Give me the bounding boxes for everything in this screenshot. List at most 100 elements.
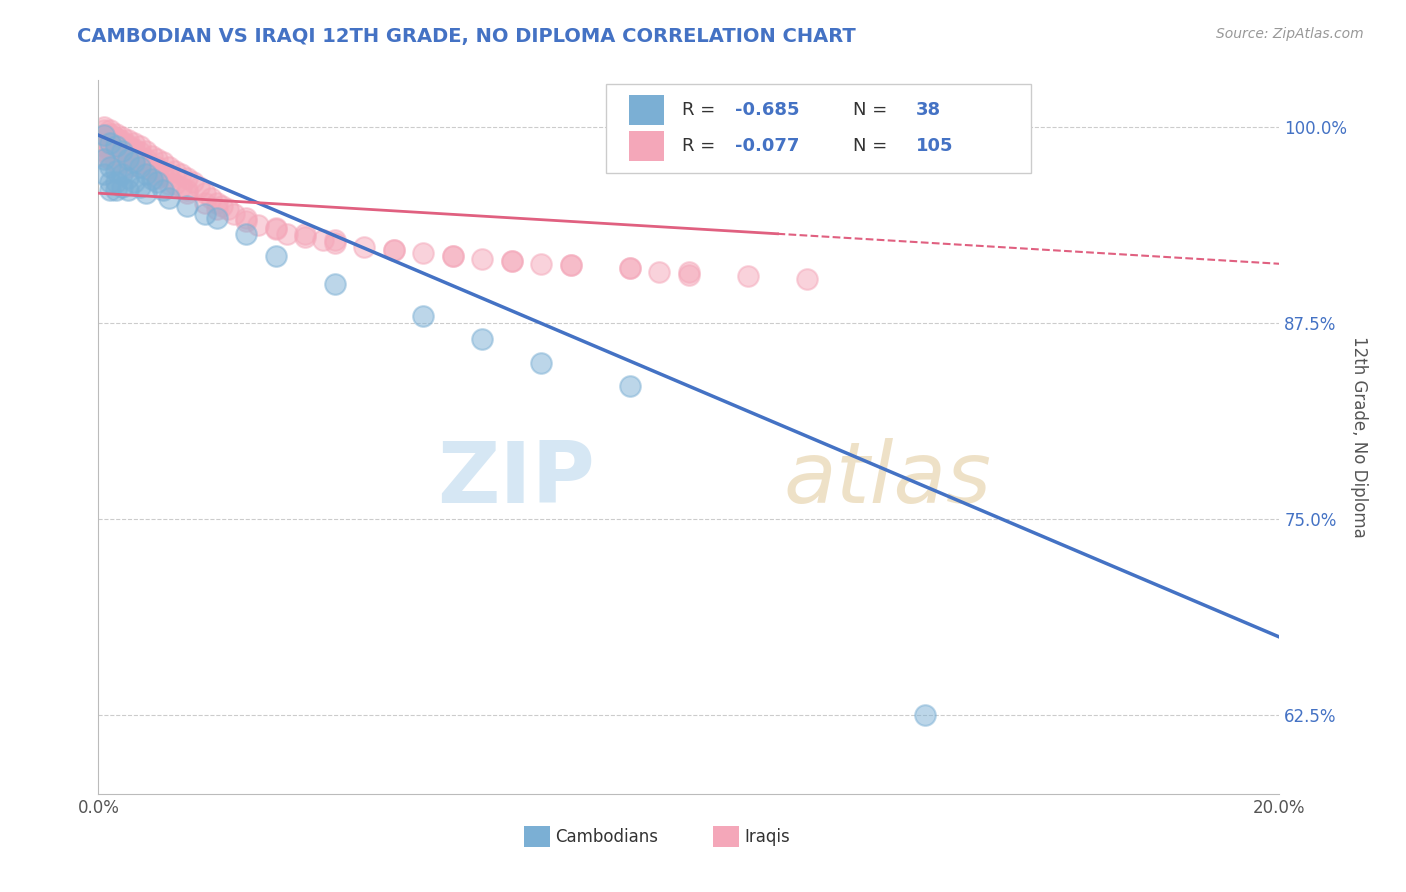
Point — [530, 355, 553, 369]
FancyBboxPatch shape — [606, 84, 1032, 173]
Point — [176, 170, 198, 185]
Point — [264, 222, 287, 236]
Text: 105: 105 — [915, 137, 953, 155]
Point — [146, 160, 169, 174]
Point — [146, 170, 169, 185]
Text: ZIP: ZIP — [437, 438, 595, 522]
Point — [141, 172, 163, 186]
Point — [560, 258, 582, 272]
Point — [382, 243, 405, 257]
Point — [619, 261, 641, 276]
Point — [152, 167, 174, 181]
Text: -0.077: -0.077 — [735, 137, 800, 155]
Point — [111, 144, 134, 158]
Point — [152, 183, 174, 197]
Point — [141, 148, 163, 162]
Point — [264, 249, 287, 263]
Point — [165, 177, 187, 191]
Point — [382, 243, 405, 257]
Point — [111, 154, 134, 169]
Point — [176, 183, 198, 197]
Point — [619, 379, 641, 393]
Text: -0.685: -0.685 — [735, 102, 800, 120]
Point — [235, 214, 257, 228]
Point — [146, 167, 169, 181]
Point — [294, 230, 316, 244]
Point — [117, 170, 139, 185]
Point — [323, 233, 346, 247]
Point — [141, 160, 163, 174]
Point — [105, 131, 128, 145]
Point — [412, 309, 434, 323]
Point — [117, 183, 139, 197]
Point — [441, 249, 464, 263]
Point — [128, 154, 150, 169]
Point — [194, 186, 217, 201]
Point — [264, 220, 287, 235]
Point — [122, 142, 145, 156]
Point — [122, 148, 145, 162]
Text: R =: R = — [682, 102, 721, 120]
Point — [98, 127, 121, 141]
Point — [93, 152, 115, 166]
Point — [93, 144, 115, 158]
Point — [170, 180, 193, 194]
Point — [135, 152, 157, 166]
Point — [194, 206, 217, 220]
Text: R =: R = — [682, 137, 721, 155]
Point — [98, 136, 121, 150]
Text: Iraqis: Iraqis — [744, 828, 790, 846]
Point — [111, 180, 134, 194]
Point — [205, 211, 228, 226]
Point — [135, 167, 157, 181]
Point — [128, 145, 150, 160]
Point — [441, 249, 464, 263]
Point — [128, 139, 150, 153]
Point — [128, 160, 150, 174]
Point — [353, 239, 375, 253]
Text: atlas: atlas — [783, 438, 991, 522]
Point — [796, 272, 818, 286]
Point — [105, 136, 128, 150]
Point — [98, 144, 121, 158]
Point — [471, 332, 494, 346]
Point — [105, 147, 128, 161]
Point — [122, 175, 145, 189]
Point — [312, 233, 335, 247]
Point — [117, 141, 139, 155]
Point — [323, 277, 346, 292]
Point — [560, 258, 582, 272]
Point — [235, 227, 257, 241]
Point — [117, 137, 139, 152]
Point — [117, 152, 139, 166]
FancyBboxPatch shape — [628, 95, 664, 125]
Point — [176, 186, 198, 201]
Point — [157, 177, 180, 191]
Point — [98, 160, 121, 174]
Point — [105, 183, 128, 197]
Point — [98, 175, 121, 189]
Point — [914, 708, 936, 723]
Point — [246, 218, 269, 232]
FancyBboxPatch shape — [628, 131, 664, 161]
Point — [205, 202, 228, 216]
Text: 38: 38 — [915, 102, 941, 120]
Text: N =: N = — [853, 137, 893, 155]
Point — [224, 206, 246, 220]
Point — [111, 139, 134, 153]
Point — [128, 180, 150, 194]
Point — [619, 261, 641, 276]
Point — [98, 133, 121, 147]
Text: Cambodians: Cambodians — [555, 828, 658, 846]
Point — [501, 253, 523, 268]
Point — [128, 152, 150, 166]
Point — [105, 131, 128, 145]
Point — [105, 164, 128, 178]
Point — [117, 133, 139, 147]
Point — [105, 141, 128, 155]
Point — [146, 175, 169, 189]
Point — [194, 195, 217, 210]
Point — [678, 268, 700, 282]
Point — [111, 167, 134, 181]
Point — [235, 211, 257, 226]
